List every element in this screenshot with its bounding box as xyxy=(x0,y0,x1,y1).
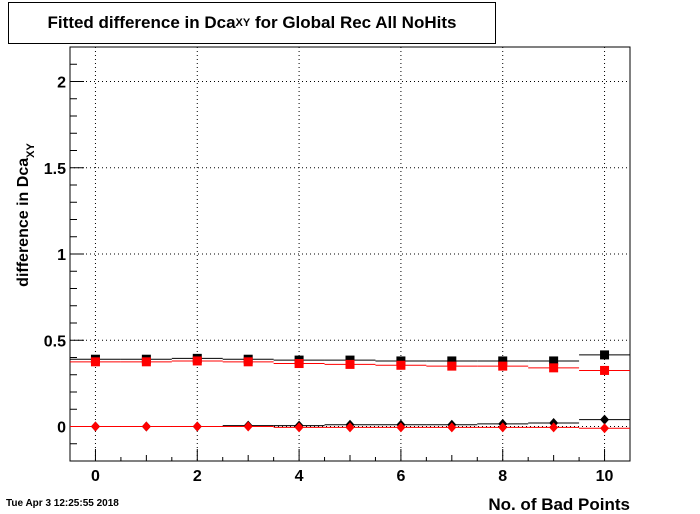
x-tick-label: 8 xyxy=(498,468,507,485)
data-point xyxy=(549,363,559,373)
y-tick-label: 0 xyxy=(57,420,66,437)
data-point xyxy=(90,421,100,432)
data-point xyxy=(396,360,406,370)
y-tick-label: 1 xyxy=(57,247,66,264)
series-3 xyxy=(70,421,630,434)
data-point xyxy=(192,356,202,366)
data-series xyxy=(70,350,630,434)
axis-labels: 0 2 4 6 8 10 0 0.5 1 1.5 2 No. of Bad Points differe… xyxy=(15,75,630,514)
x-tick-label: 6 xyxy=(396,468,405,485)
data-point xyxy=(600,350,610,360)
data-point xyxy=(600,423,610,434)
data-point xyxy=(447,361,457,371)
data-point xyxy=(447,422,457,433)
x-tick-label: 2 xyxy=(193,468,202,485)
data-point xyxy=(498,361,508,371)
title-rest: for Global Rec All NoHits xyxy=(250,13,457,32)
timestamp: Tue Apr 3 12:25:55 2018 xyxy=(6,498,119,509)
data-point xyxy=(498,356,508,366)
data-point xyxy=(294,422,304,433)
y-tick-label: 0.5 xyxy=(44,333,66,350)
data-point xyxy=(243,421,253,432)
chart-title-box: Fitted difference in Dca XY for Global Re… xyxy=(8,2,496,44)
y-axis-label: difference in DcaXY xyxy=(15,143,37,287)
x-tick-label: 4 xyxy=(295,468,304,485)
data-point xyxy=(498,422,508,433)
data-point xyxy=(345,422,355,433)
data-point xyxy=(345,359,355,369)
data-point xyxy=(600,365,610,375)
x-tick-label: 0 xyxy=(91,468,100,485)
data-point xyxy=(447,356,457,366)
data-point xyxy=(141,421,151,432)
data-point xyxy=(549,422,559,433)
grid xyxy=(70,47,630,461)
data-point xyxy=(396,422,406,433)
y-tick-label: 2 xyxy=(57,75,66,92)
y-tick-label: 1.5 xyxy=(44,161,66,178)
series-1 xyxy=(70,356,630,375)
data-point xyxy=(600,414,610,425)
data-point xyxy=(243,357,253,367)
x-tick-label: 10 xyxy=(596,468,614,485)
x-axis-label: No. of Bad Points xyxy=(488,495,630,514)
data-point xyxy=(294,359,304,369)
data-point xyxy=(141,357,151,367)
title-subscript: XY xyxy=(235,17,251,29)
data-point xyxy=(549,356,559,366)
title-main: Fitted difference in Dca xyxy=(47,13,236,32)
data-point xyxy=(192,421,202,432)
data-point xyxy=(90,357,100,367)
chart-title: Fitted difference in Dca XY for Global Re… xyxy=(9,3,495,43)
